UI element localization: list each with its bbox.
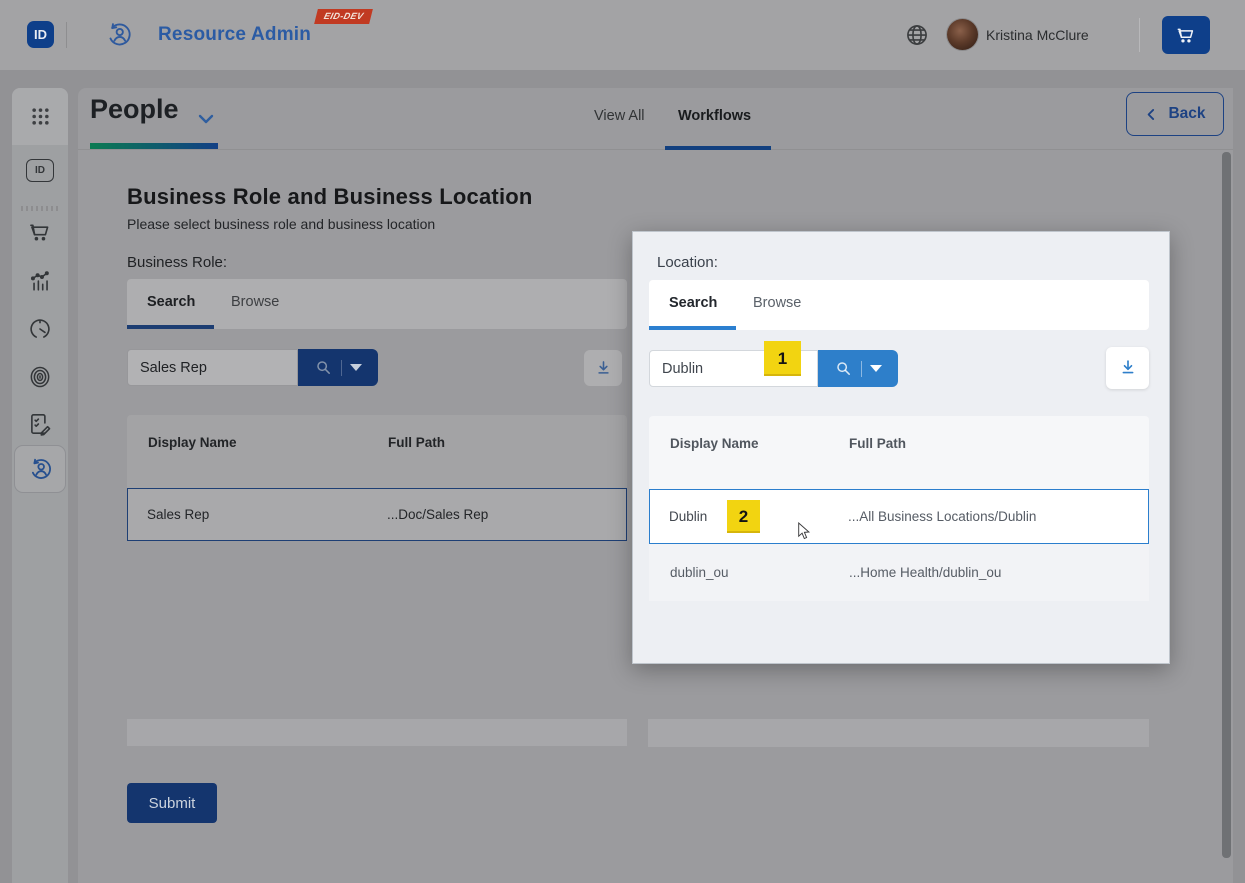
table-row-dublin-ou[interactable]: dublin_ou ...Home Health/dublin_ou — [649, 544, 1149, 601]
app-launcher-grid-icon[interactable] — [12, 88, 68, 145]
back-button[interactable]: Back — [1126, 92, 1224, 136]
submit-button[interactable]: Submit — [127, 783, 217, 823]
gauge-icon — [27, 316, 53, 342]
row-full-path: ...All Business Locations/Dublin — [848, 509, 1036, 524]
tab-divider-line — [78, 149, 1233, 150]
mouse-cursor — [797, 522, 814, 541]
column-display-name: Display Name — [148, 435, 237, 450]
sidebar-item-cart[interactable] — [12, 216, 68, 248]
business-role-search-button[interactable] — [298, 349, 378, 386]
resource-admin-app: ID Resource Admin EID-DEV Kristina McClu… — [0, 0, 1245, 883]
sidebar-item-dashboard[interactable] — [12, 313, 68, 345]
business-role-download-button[interactable] — [584, 350, 622, 386]
search-icon — [834, 359, 853, 378]
business-role-table: Display Name Full Path Sales Rep ...Doc/… — [127, 415, 627, 541]
button-separator — [341, 360, 342, 376]
header-divider — [66, 22, 67, 48]
row-display-name: Sales Rep — [147, 507, 209, 522]
search-tab-underline — [649, 326, 736, 330]
location-download-button[interactable] — [1106, 347, 1149, 389]
sidebar-item-analytics[interactable] — [12, 264, 68, 296]
button-separator — [861, 361, 862, 377]
caret-down-icon[interactable] — [350, 364, 362, 371]
globe-icon[interactable] — [904, 22, 930, 48]
bar-chart-icon — [27, 267, 53, 293]
table-row-sales-rep[interactable]: Sales Rep ...Doc/Sales Rep — [127, 488, 627, 541]
business-role-label: Business Role: — [127, 254, 227, 271]
location-panel: Location: Search Browse 1 — [632, 231, 1170, 664]
dotted-bar-icon — [21, 206, 59, 211]
caret-down-icon[interactable] — [870, 365, 882, 372]
row-full-path: ...Home Health/dublin_ou — [849, 565, 1001, 580]
person-sync-icon — [104, 20, 134, 50]
id-badge-icon: ID — [26, 159, 54, 182]
business-role-search-input[interactable] — [127, 349, 298, 386]
vertical-scrollbar-thumb[interactable] — [1222, 152, 1231, 858]
workflow-heading: Business Role and Business Location — [127, 184, 533, 210]
app-title: Resource Admin — [158, 22, 311, 48]
table-row-dublin[interactable]: Dublin ...All Business Locations/Dublin … — [649, 489, 1149, 544]
column-full-path: Full Path — [388, 435, 445, 450]
app-logo-text: ID — [34, 27, 47, 42]
location-table: Display Name Full Path Dublin ...All Bus… — [649, 416, 1149, 601]
header-divider-2 — [1139, 18, 1140, 52]
sidebar-item-identity[interactable] — [12, 361, 68, 393]
app-logo[interactable]: ID — [27, 21, 54, 48]
environment-badge: EID-DEV — [314, 9, 373, 24]
column-display-name: Display Name — [670, 436, 759, 451]
left-sidebar: ID — [12, 88, 68, 883]
search-tab-underline — [127, 325, 214, 329]
business-role-tab-browse[interactable]: Browse — [231, 294, 279, 310]
cart-icon — [1175, 24, 1197, 46]
tour-step-badge-2: 2 — [727, 500, 760, 533]
column-full-path: Full Path — [849, 436, 906, 451]
app-header: ID Resource Admin EID-DEV Kristina McClu… — [0, 0, 1245, 70]
chevron-left-icon — [1144, 107, 1159, 122]
business-role-tab-search[interactable]: Search — [147, 294, 195, 310]
tour-step-badge-1: 1 — [764, 341, 801, 376]
person-sync-icon — [27, 456, 54, 483]
disabled-field-right — [648, 719, 1149, 747]
document-edit-icon — [27, 411, 53, 437]
user-avatar[interactable] — [947, 19, 978, 50]
location-search-button[interactable] — [818, 350, 898, 387]
business-role-table-header: Display Name Full Path — [127, 415, 627, 488]
location-table-header: Display Name Full Path — [649, 416, 1149, 489]
disabled-field-left — [127, 719, 627, 746]
id-badge-text: ID — [35, 165, 45, 176]
row-full-path: ...Doc/Sales Rep — [387, 507, 488, 522]
sidebar-item-tasks[interactable] — [12, 408, 68, 440]
business-role-tabstrip: Search Browse — [127, 279, 627, 329]
sidebar-item-people-active[interactable] — [14, 445, 66, 493]
page-title: People — [90, 94, 179, 125]
row-display-name: Dublin — [669, 509, 707, 524]
workflows-tab-underline — [665, 146, 771, 150]
location-label: Location: — [657, 254, 718, 271]
download-icon — [593, 358, 614, 379]
cart-button[interactable] — [1162, 16, 1210, 54]
download-icon — [1117, 357, 1139, 379]
row-display-name: dublin_ou — [670, 565, 729, 580]
search-icon — [314, 358, 333, 377]
chevron-down-icon[interactable] — [196, 109, 216, 129]
workflow-subheading: Please select business role and business… — [127, 216, 435, 232]
back-button-label: Back — [1168, 105, 1205, 123]
location-tab-search[interactable]: Search — [669, 295, 717, 311]
tab-view-all[interactable]: View All — [594, 108, 645, 124]
location-tab-browse[interactable]: Browse — [753, 295, 801, 311]
sidebar-item-id-badge[interactable]: ID — [12, 154, 68, 186]
tab-workflows[interactable]: Workflows — [678, 108, 751, 124]
cart-outline-icon — [27, 219, 53, 245]
user-name: Kristina McClure — [986, 27, 1089, 43]
location-tabstrip: Search Browse — [649, 280, 1149, 330]
fingerprint-icon — [27, 364, 53, 390]
